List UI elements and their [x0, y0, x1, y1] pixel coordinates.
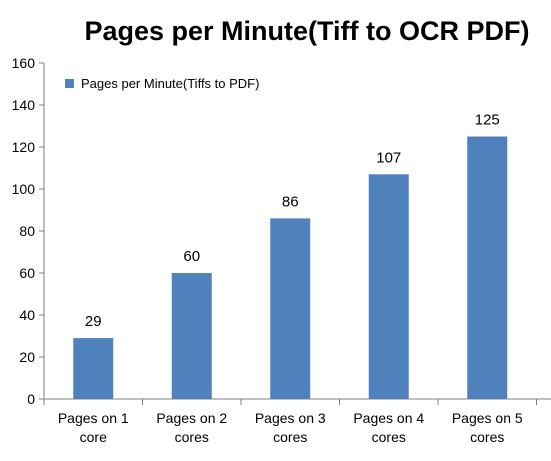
y-tick-label: 80 — [19, 223, 35, 239]
x-category-label-line: Pages on 2 — [156, 410, 227, 426]
chart-title: Pages per Minute(Tiff to OCR PDF) — [84, 16, 529, 46]
x-category-label: Pages on 5 cores — [452, 410, 523, 445]
data-label: 107 — [376, 149, 401, 166]
x-category-label-line: cores — [175, 429, 209, 445]
bar — [467, 136, 508, 399]
legend-label: Pages per Minute(Tiffs to PDF) — [81, 76, 259, 91]
data-label: 29 — [85, 313, 102, 330]
y-tick-label: 40 — [19, 307, 35, 323]
x-category-label-line: cores — [372, 429, 406, 445]
x-category-label: Pages on 4 cores — [353, 410, 424, 445]
y-tick-label: 160 — [12, 55, 36, 71]
bar — [368, 174, 409, 399]
y-tick-label: 60 — [19, 265, 35, 281]
x-category-label-line: core — [80, 429, 107, 445]
data-labels: 29 60 86 107 125 — [85, 112, 500, 331]
x-category-label: Pages on 3 cores — [255, 410, 326, 445]
x-category-label: Pages on 1 core — [58, 410, 129, 445]
y-tick-label: 20 — [19, 349, 35, 365]
y-tick-label: 120 — [12, 139, 36, 155]
x-category-label-line: cores — [273, 429, 307, 445]
bar — [270, 218, 311, 399]
y-axis: 0 20 40 60 80 100 120 140 160 — [12, 55, 45, 407]
x-category-label-line: Pages on 4 — [353, 410, 424, 426]
y-tick-label: 0 — [27, 391, 35, 407]
bar — [171, 273, 212, 399]
x-category-label: Pages on 2 cores — [156, 410, 227, 445]
x-category-label-line: Pages on 5 — [452, 410, 523, 426]
bars — [73, 136, 508, 399]
x-category-label-line: Pages on 3 — [255, 410, 326, 426]
legend-swatch — [65, 79, 74, 88]
x-axis: Pages on 1 core Pages on 2 cores Pages on 3 c… — [43, 398, 551, 445]
data-label: 125 — [475, 112, 500, 129]
y-tick-label: 100 — [12, 181, 36, 197]
data-label: 60 — [183, 248, 200, 265]
x-category-label-line: Pages on 1 — [58, 410, 129, 426]
y-tick-label: 140 — [12, 97, 36, 113]
bar — [73, 338, 114, 399]
data-label: 86 — [282, 193, 299, 210]
x-category-label-line: cores — [470, 429, 504, 445]
legend: Pages per Minute(Tiffs to PDF) — [65, 76, 259, 91]
